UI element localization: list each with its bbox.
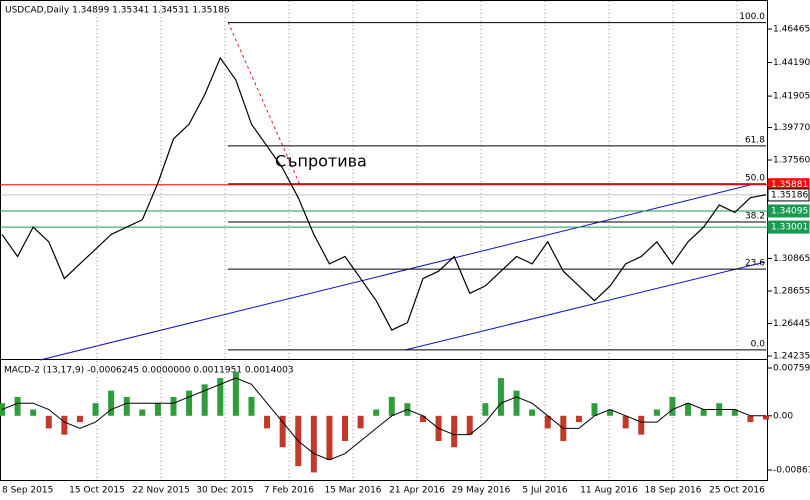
macd-bar [466, 415, 473, 435]
macd-bar [497, 378, 504, 416]
fib-label: 38.2 [745, 211, 765, 221]
macd-label: MACD-2 (13,17,9) -0.0006245 0.0000000 0.… [4, 366, 294, 376]
macd-bar [342, 415, 349, 441]
level-box [767, 188, 810, 202]
y-tick-label: 1.44190 [773, 58, 810, 68]
plot-frame [0, 0, 768, 481]
macd-bar [685, 403, 692, 416]
channel-upper [39, 184, 751, 361]
macd-signal [1, 377, 766, 461]
macd-bar [76, 415, 83, 423]
macd-bar [638, 415, 645, 435]
macd-bar [170, 396, 177, 416]
macd-bar [201, 384, 208, 416]
x-tick-label: 5 Jul 2016 [522, 486, 567, 496]
macd-tick-label: 0.00 [773, 411, 793, 421]
y-tick-label: 1.46465 [773, 25, 810, 35]
annotation: Съпротива [275, 152, 367, 171]
macd-bar [14, 396, 21, 416]
y-tick-label: 1.26445 [773, 319, 810, 329]
macd-bar [61, 415, 68, 435]
macd-bar [373, 409, 380, 416]
level-label: 1.35881 [771, 180, 808, 190]
level-label: 1.34095 [771, 206, 808, 216]
x-tick-label: 29 May 2016 [452, 486, 511, 496]
macd-bar [264, 415, 271, 429]
macd-bar [544, 415, 551, 429]
macd-bar [108, 390, 115, 416]
macd-bar [326, 415, 333, 460]
macd-bar [653, 409, 660, 416]
macd-bar [419, 415, 426, 423]
macd-bar [700, 409, 707, 416]
macd-bar [513, 390, 520, 416]
y-tick-label: 1.24235 [773, 352, 810, 362]
y-tick-label: 1.37560 [773, 156, 810, 166]
macd-bar [45, 415, 52, 429]
chart-title: USDCAD,Daily 1.34899 1.35341 1.34531 1.3… [5, 6, 230, 16]
level-label: 1.35186 [771, 190, 808, 200]
macd-bar [123, 396, 130, 416]
x-tick-label: 25 Oct 2016 [709, 486, 765, 496]
y-tick-label: 1.28655 [773, 287, 810, 297]
macd-bar [529, 409, 536, 416]
macd-bar [310, 415, 317, 473]
macd-bar [747, 415, 754, 423]
macd-bar [591, 403, 598, 416]
x-tick-label: 30 Dec 2015 [196, 486, 254, 496]
macd-bar [92, 403, 99, 416]
macd-bar [482, 403, 489, 416]
macd-bar [217, 378, 224, 416]
macd-bar [139, 409, 146, 416]
fib-label: 100.0 [739, 12, 765, 22]
macd-bar [763, 415, 769, 420]
macd-bar [669, 396, 676, 416]
macd-bar [607, 409, 614, 416]
macd-tick-label: 0.007597 [773, 364, 810, 374]
macd-bar [575, 415, 582, 423]
x-tick-label: 15 Oct 2015 [69, 486, 125, 496]
x-tick-label: 7 Feb 2016 [264, 486, 315, 496]
macd-bar [248, 396, 255, 416]
macd-bar [186, 390, 193, 416]
x-tick-label: 8 Sep 2015 [2, 486, 53, 496]
x-tick-label: 18 Sep 2016 [644, 486, 701, 496]
macd-bar [731, 409, 738, 416]
fib-label: 50.0 [745, 173, 765, 183]
macd-bar [30, 409, 37, 416]
price-line [1, 56, 767, 331]
macd-bar [622, 415, 629, 429]
macd-bar [154, 403, 161, 416]
y-tick-label: 1.30865 [773, 254, 810, 264]
macd-bar [357, 415, 364, 429]
macd-bar [388, 396, 395, 416]
macd-tick-label: -0.008615 [773, 466, 810, 476]
channel-lower [404, 261, 766, 351]
fib-label: 61.8 [745, 135, 765, 145]
y-tick-label: 1.39770 [773, 123, 810, 133]
x-tick-label: 15 Mar 2016 [324, 486, 381, 496]
x-tick-label: 11 Aug 2016 [580, 486, 638, 496]
level-box [767, 220, 810, 234]
y-tick-label: 1.41905 [773, 92, 810, 102]
x-tick-label: 21 Apr 2016 [389, 486, 445, 496]
macd-bar [451, 415, 458, 448]
macd-bar [279, 415, 286, 448]
x-tick-label: 22 Nov 2015 [132, 486, 190, 496]
level-box [767, 204, 810, 218]
level-label: 1.33001 [771, 223, 808, 233]
macd-bar [232, 371, 239, 416]
fib-label: 23.6 [745, 259, 765, 269]
fib-label: 0.0 [751, 339, 766, 349]
